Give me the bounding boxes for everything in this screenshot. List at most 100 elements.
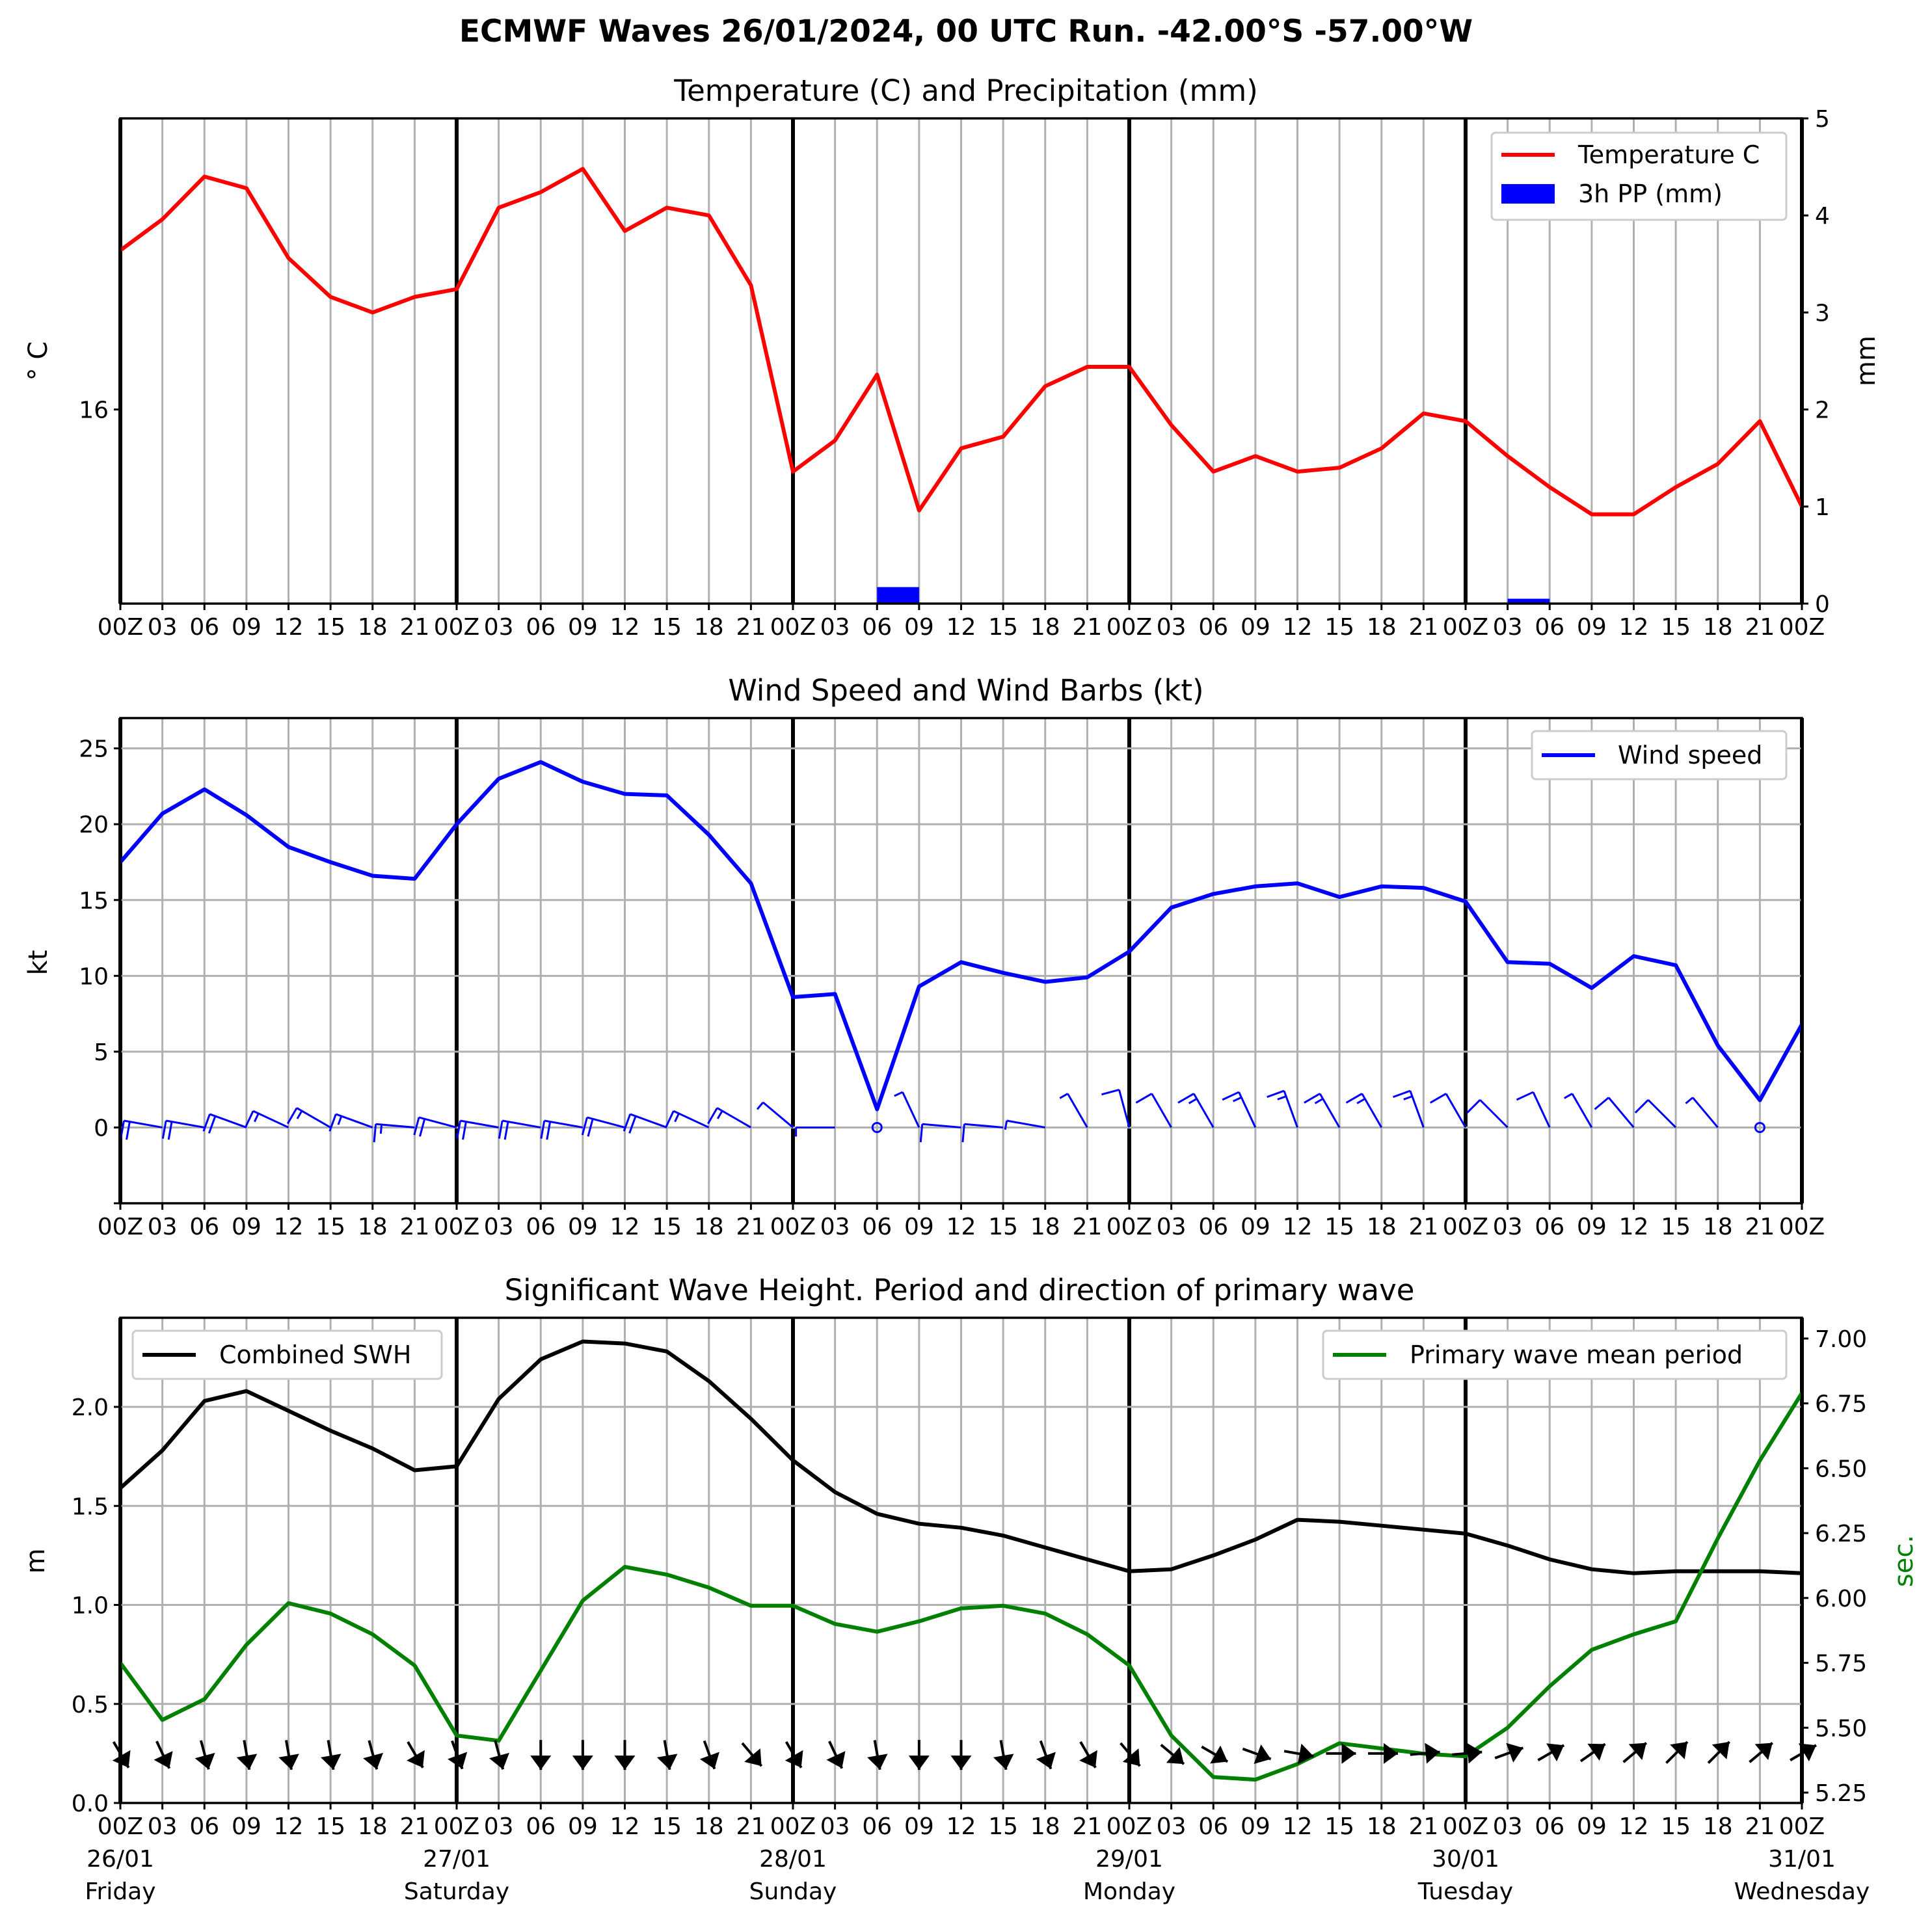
x-tick-label: 15 — [315, 614, 345, 641]
temperature-ylabel: ° C — [23, 341, 53, 381]
wind-barb — [1101, 1089, 1131, 1128]
wave-direction-arrow — [1622, 1742, 1648, 1763]
day-date-label: 27/01 — [423, 1846, 490, 1873]
wind-legend: Wind speed — [1531, 730, 1788, 781]
wind-barb — [894, 1091, 920, 1128]
x-tick-label: 00Z — [1779, 1214, 1825, 1240]
wind-barb — [1594, 1097, 1635, 1128]
wind-barb — [1222, 1091, 1257, 1128]
x-tick-label: 18 — [1367, 1214, 1397, 1240]
x-tick-label: 06 — [189, 1214, 219, 1240]
wave-direction-arrow — [1283, 1743, 1314, 1765]
figure-title: ECMWF Waves 26/01/2024, 00 UTC Run. -42.… — [459, 14, 1473, 49]
x-tick-label: 03 — [148, 614, 178, 641]
x-tick-label: 09 — [1577, 614, 1607, 641]
wind-barb — [665, 1110, 710, 1128]
wave-direction-arrow — [1707, 1741, 1731, 1764]
precip-legend-swatch — [1501, 184, 1555, 204]
wave-direction-arrow — [363, 1740, 384, 1770]
x-tick-label: 00Z — [1779, 614, 1825, 641]
wave-direction-arrow — [236, 1740, 258, 1770]
y-tick-label: 16 — [79, 397, 109, 424]
x-tick-label: 03 — [484, 1214, 514, 1240]
wave-direction-arrow — [867, 1740, 888, 1770]
x-tick-label: 12 — [1619, 1813, 1649, 1840]
wind-barb — [919, 1123, 961, 1143]
x-tick-label: 06 — [526, 1214, 556, 1240]
x-tick-label: 15 — [1324, 1813, 1354, 1840]
x-tick-label: 00Z — [1443, 614, 1488, 641]
x-tick-label: 00Z — [770, 1813, 816, 1840]
x-tick-label: 03 — [1157, 1813, 1187, 1840]
x-tick-label: 09 — [1577, 1813, 1607, 1840]
y-tick-label: 20 — [79, 812, 109, 838]
wind-barb — [707, 1107, 752, 1128]
wave-direction-arrow — [320, 1740, 342, 1770]
wind-barb — [623, 1113, 667, 1134]
temperature-legend-label: Temperature C — [1577, 140, 1760, 169]
x-tick-label: 03 — [484, 1813, 514, 1840]
x-tick-label: 21 — [399, 1214, 429, 1240]
wave-direction-arrow — [572, 1740, 593, 1770]
temperature-line — [119, 167, 1804, 516]
x-tick-label: 03 — [1493, 1813, 1523, 1840]
x-tick-label: 12 — [1283, 1214, 1313, 1240]
wind-speed-line — [118, 760, 1804, 1112]
wind-panel: Wind Speed and Wind Barbs (kt) 0 5 10 15 20 2… — [23, 673, 1825, 1240]
wind-barb — [329, 1113, 373, 1132]
swh-legend-label: Combined SWH — [219, 1341, 411, 1369]
x-tick-label: 21 — [1408, 614, 1438, 641]
precip-ylabel: mm — [1851, 336, 1881, 386]
x-tick-label: 12 — [610, 614, 640, 641]
x-tick-label: 06 — [189, 614, 219, 641]
x-tick-label: 09 — [568, 1214, 598, 1240]
wave-direction-arrow — [656, 1740, 678, 1770]
wind-barb — [456, 1119, 499, 1140]
x-tick-label: 00Z — [434, 1813, 479, 1840]
x-tick-label: 03 — [820, 614, 850, 641]
x-tick-label: 18 — [694, 1214, 724, 1240]
x-tick-label: 00Z — [1443, 1813, 1488, 1840]
calm-wind-circle — [1754, 1121, 1765, 1133]
wave-direction-arrow — [785, 1741, 803, 1769]
wave-panel-title: Significant Wave Height. Period and dire… — [505, 1273, 1415, 1307]
x-tick-label: 18 — [358, 1214, 388, 1240]
precip-bars — [877, 587, 1550, 604]
wind-barb — [1430, 1093, 1467, 1128]
x-tick-label: 15 — [315, 1813, 345, 1840]
wind-barb — [1267, 1089, 1298, 1128]
day-date-label: 31/01 — [1768, 1846, 1836, 1873]
x-tick-label: 06 — [862, 614, 892, 641]
x-tick-label: 09 — [232, 614, 262, 641]
x-tick-label: 21 — [736, 1813, 766, 1840]
x-tick-label: 00Z — [770, 1214, 816, 1240]
wind-barb — [1059, 1093, 1088, 1128]
day-weekday-label: Sunday — [749, 1878, 837, 1905]
x-tick-label: 00Z — [98, 1214, 143, 1240]
wave-direction-arrow — [950, 1740, 972, 1770]
swh-ylabel: m — [21, 1549, 51, 1574]
temperature-panel-title: Temperature (C) and Precipitation (mm) — [673, 73, 1258, 108]
x-tick-label: 12 — [946, 1813, 976, 1840]
x-tick-label: 06 — [526, 614, 556, 641]
wave-direction-arrows — [112, 1740, 1817, 1770]
y-tick-label: 4 — [1815, 203, 1830, 230]
x-tick-label: 18 — [1703, 614, 1733, 641]
wind-legend-label: Wind speed — [1618, 741, 1762, 769]
day-weekday-label: Friday — [85, 1878, 155, 1905]
precip-bar — [1507, 598, 1550, 604]
day-weekday-label: Monday — [1083, 1878, 1175, 1905]
y-tick-label: 7.00 — [1815, 1326, 1867, 1353]
x-tick-label: 12 — [1283, 614, 1313, 641]
x-tick-label: 06 — [1535, 1214, 1564, 1240]
x-tick-label: 18 — [1703, 1214, 1733, 1240]
x-tick-label: 21 — [1408, 1214, 1438, 1240]
wind-barb — [161, 1119, 205, 1140]
wave-direction-arrow — [1368, 1742, 1399, 1764]
x-tick-label: 09 — [904, 1813, 934, 1840]
x-tick-label: 06 — [189, 1813, 219, 1840]
y-tick-label: 0 — [1815, 591, 1830, 618]
y-tick-label: 1 — [1815, 494, 1830, 521]
wind-y-ticks: 0 5 10 15 20 25 — [79, 736, 120, 1205]
x-tick-label: 06 — [1535, 1813, 1564, 1840]
